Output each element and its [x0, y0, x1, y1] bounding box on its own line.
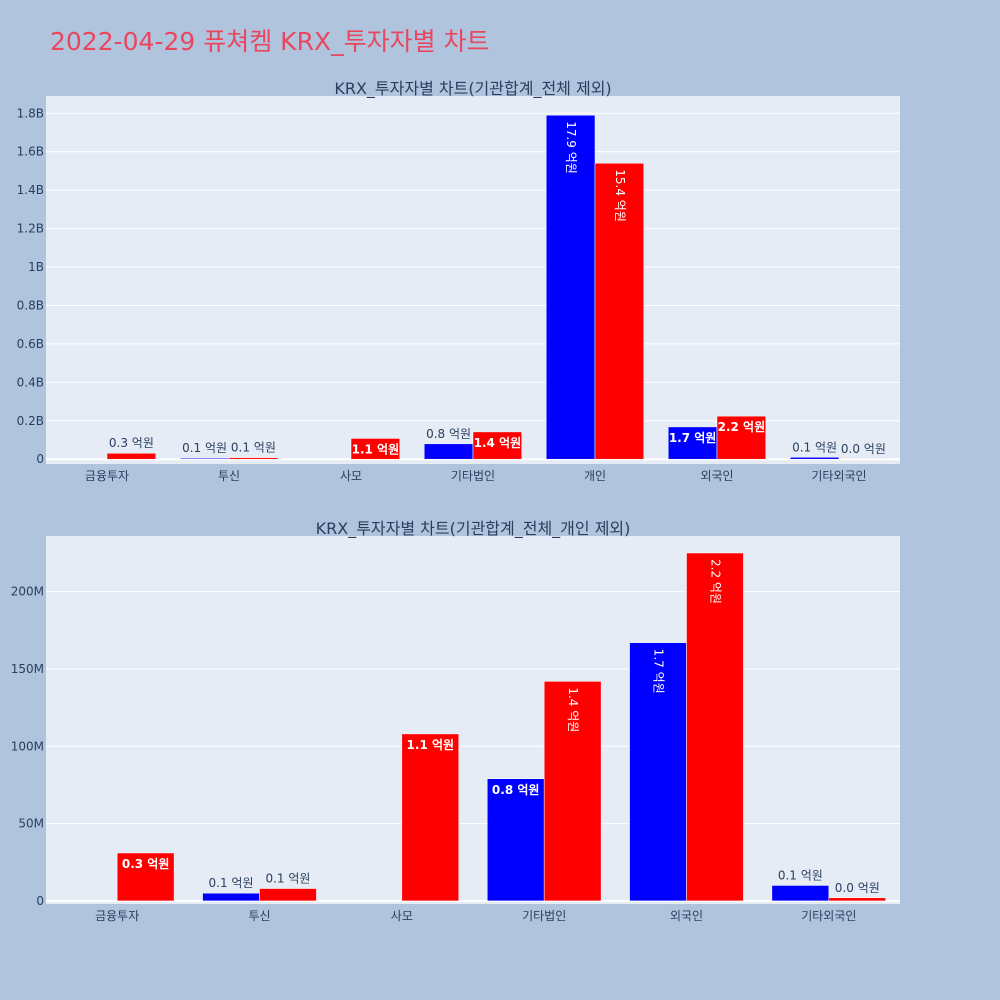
data-label: 1.7 억원 — [669, 431, 717, 445]
bar — [116, 852, 175, 902]
data-label: 1.7 억원 — [652, 649, 666, 694]
x-tick-label: 외국인 — [700, 469, 733, 483]
data-label: 0.1 억원 — [778, 868, 823, 882]
chart-2: 0 50M 100M 150M 200M KRX_투자자별 차트(기관합계_전체_개인 제… — [11, 519, 900, 923]
bar — [545, 114, 596, 460]
data-label: 17.9 억원 — [564, 121, 578, 174]
x-tick-label: 기타외국인 — [801, 909, 856, 923]
bar — [594, 163, 645, 460]
data-label: 0.1 억원 — [209, 876, 254, 890]
y-tick-label: 0.2B — [17, 414, 44, 428]
data-label: 15.4 억원 — [613, 169, 627, 222]
x-tick-label: 투신 — [218, 469, 240, 483]
data-label: 2.2 억원 — [708, 559, 722, 604]
data-label: 0.0 억원 — [835, 881, 880, 895]
y-tick-label: 1.6B — [17, 145, 44, 159]
x-tick-label: 금융투자 — [95, 909, 139, 923]
bar — [202, 892, 260, 902]
data-label: 0.8 억원 — [426, 427, 471, 441]
data-label: 0.3 억원 — [109, 436, 154, 450]
data-label: 0.1 억원 — [792, 440, 837, 454]
x-tick-label: 사모 — [340, 469, 362, 483]
chart-1: 0 0.2B 0.4B 0.6B 0.8B 1B 1.2B 1.4B 1.6B 1.8B KRX_투… — [17, 79, 900, 483]
bar — [401, 733, 460, 902]
bar — [716, 415, 767, 460]
y-tick-label: 0.4B — [17, 375, 44, 389]
y-tick-label: 1.8B — [17, 106, 44, 120]
y-tick-label: 200M — [11, 585, 44, 599]
y-tick-label: 0 — [36, 894, 44, 908]
x-tick-label: 투신 — [248, 909, 270, 923]
bar — [543, 681, 602, 902]
data-label: 1.4 억원 — [474, 436, 522, 450]
bar — [179, 457, 230, 460]
x-tick-label: 기타법인 — [451, 469, 495, 483]
y-tick-label: 0 — [36, 452, 44, 466]
x-tick-label: 사모 — [391, 909, 413, 923]
data-label: 1.4 억원 — [566, 687, 580, 732]
data-label: 2.2 억원 — [718, 420, 766, 434]
page-title: 2022-04-29 퓨쳐켐 KRX_투자자별 차트 — [50, 27, 490, 56]
x-tick-label: 개인 — [584, 469, 606, 483]
bar — [686, 552, 744, 902]
bar — [486, 778, 545, 902]
bar — [667, 426, 718, 460]
x-tick-label: 기타법인 — [522, 909, 566, 923]
plot-area — [46, 536, 900, 904]
x-tick-label: 외국인 — [670, 909, 703, 923]
data-label: 0.8 억원 — [492, 783, 540, 797]
data-label: 1.1 억원 — [352, 442, 400, 456]
bar — [350, 438, 401, 460]
y-tick-label: 50M — [18, 817, 44, 831]
bar — [789, 457, 840, 460]
bar — [472, 431, 523, 460]
data-label: 0.1 억원 — [265, 872, 310, 886]
plot-area — [46, 96, 900, 464]
bar — [423, 443, 474, 460]
bar — [828, 897, 887, 902]
data-label: 1.1 억원 — [407, 738, 455, 752]
y-tick-label: 0.6B — [17, 337, 44, 351]
y-tick-label: 100M — [11, 739, 44, 753]
data-label: 0.0 억원 — [841, 442, 886, 456]
bar — [228, 457, 279, 460]
chart-title: KRX_투자자별 차트(기관합계_전체_개인 제외) — [316, 519, 631, 539]
chart-title: KRX_투자자별 차트(기관합계_전체 제외) — [334, 79, 611, 99]
y-tick-label: 150M — [11, 662, 44, 676]
x-tick-label: 금융투자 — [85, 469, 129, 483]
y-tick-label: 0.8B — [17, 298, 44, 312]
y-tick-label: 1B — [28, 260, 44, 274]
bar — [629, 642, 687, 902]
data-label: 0.1 억원 — [231, 441, 276, 455]
bar — [771, 885, 830, 902]
x-tick-label: 기타외국인 — [811, 469, 866, 483]
data-label: 0.1 억원 — [182, 441, 227, 455]
data-label: 0.3 억원 — [122, 857, 170, 871]
bar — [106, 452, 157, 460]
bar — [259, 888, 317, 902]
y-tick-label: 1.4B — [17, 183, 44, 197]
y-tick-label: 1.2B — [17, 222, 44, 236]
